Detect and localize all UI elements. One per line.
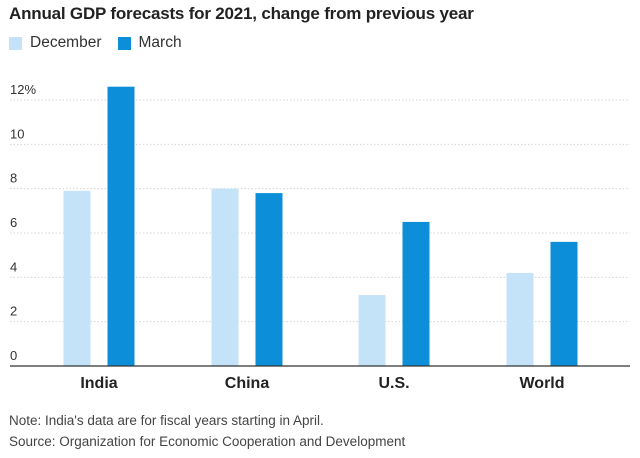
y-tick-label: 6 [10,215,17,230]
y-tick-label: 10 [10,126,24,141]
source-note: Source: Organization for Economic Cooper… [9,434,406,449]
legend-item-december: December [9,34,102,52]
y-tick-label: 8 [10,171,17,186]
chart-title: Annual GDP forecasts for 2021, change fr… [9,4,474,23]
chart-notes: Note: India's data are for fiscal years … [9,410,405,452]
bar-december-us [358,295,386,366]
bar-march-world [550,241,578,366]
y-tick-label: 12% [10,82,36,97]
legend-label-march: March [138,34,182,51]
y-tick-label: 0 [10,348,17,363]
legend-swatch-march [117,36,131,50]
bar-march-us [402,221,430,366]
bar-chart: 0 2 4 6 8 10 12% India China U.S. World [10,82,630,392]
legend-swatch-december [9,36,22,50]
bar-march-china [255,193,283,366]
bar-march-india [107,86,135,366]
bar-december-world [506,272,534,366]
x-category-label: U.S. [378,375,409,392]
legend-item-march: March [117,34,182,52]
x-category-label: India [80,375,117,392]
bar-december-china [211,188,239,366]
bar-december-india [63,190,91,366]
y-tick-label: 2 [10,304,17,319]
x-category-label: China [225,375,270,392]
y-tick-label: 4 [10,259,17,274]
footnote: Note: India's data are for fiscal years … [9,413,324,428]
legend: December March [9,34,198,52]
legend-label-december: December [30,34,102,51]
x-category-label: World [519,375,564,392]
